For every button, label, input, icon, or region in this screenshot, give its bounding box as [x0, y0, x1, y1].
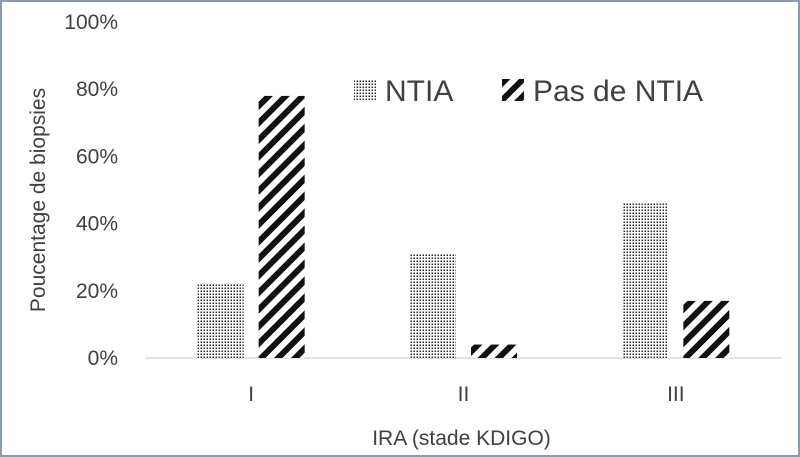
legend-swatch-pas-de-ntia: [502, 79, 524, 101]
x-axis-title: IRA (stade KDIGO): [372, 427, 551, 450]
y-tick-label: 100%: [64, 11, 118, 34]
legend-item-ntia: NTIA: [354, 75, 453, 108]
bar-ntia-ii: [410, 253, 456, 358]
bar-pas-de-ntia-ii: [471, 344, 517, 358]
bar-pas-de-ntia-iii: [683, 300, 730, 358]
y-axis-title: Poucentage de biopsies: [27, 88, 50, 312]
y-axis-ticks: 0% 20% 40% 60% 80% 100%: [64, 11, 118, 370]
x-category-label: II: [458, 383, 470, 406]
y-tick-label: 20%: [76, 280, 118, 303]
y-tick-label: 60%: [76, 145, 118, 168]
bar-ntia-i: [197, 284, 244, 358]
legend-label-pas-de-ntia: Pas de NTIA: [533, 75, 703, 108]
legend-label-ntia: NTIA: [385, 75, 453, 108]
bar-ntia-iii: [622, 203, 669, 358]
bar-pas-de-ntia-i: [258, 95, 305, 359]
y-tick-label: 0%: [88, 347, 118, 370]
legend: NTIA Pas de NTIA: [354, 75, 703, 108]
y-tick-label: 80%: [76, 78, 118, 101]
x-category-label: I: [248, 383, 254, 406]
x-category-label: III: [667, 383, 685, 406]
x-axis-categories: I II III: [248, 383, 684, 406]
legend-swatch-ntia: [354, 79, 376, 101]
bars: [197, 95, 730, 359]
y-tick-label: 40%: [76, 213, 118, 236]
legend-item-pas-de-ntia: Pas de NTIA: [502, 75, 703, 108]
